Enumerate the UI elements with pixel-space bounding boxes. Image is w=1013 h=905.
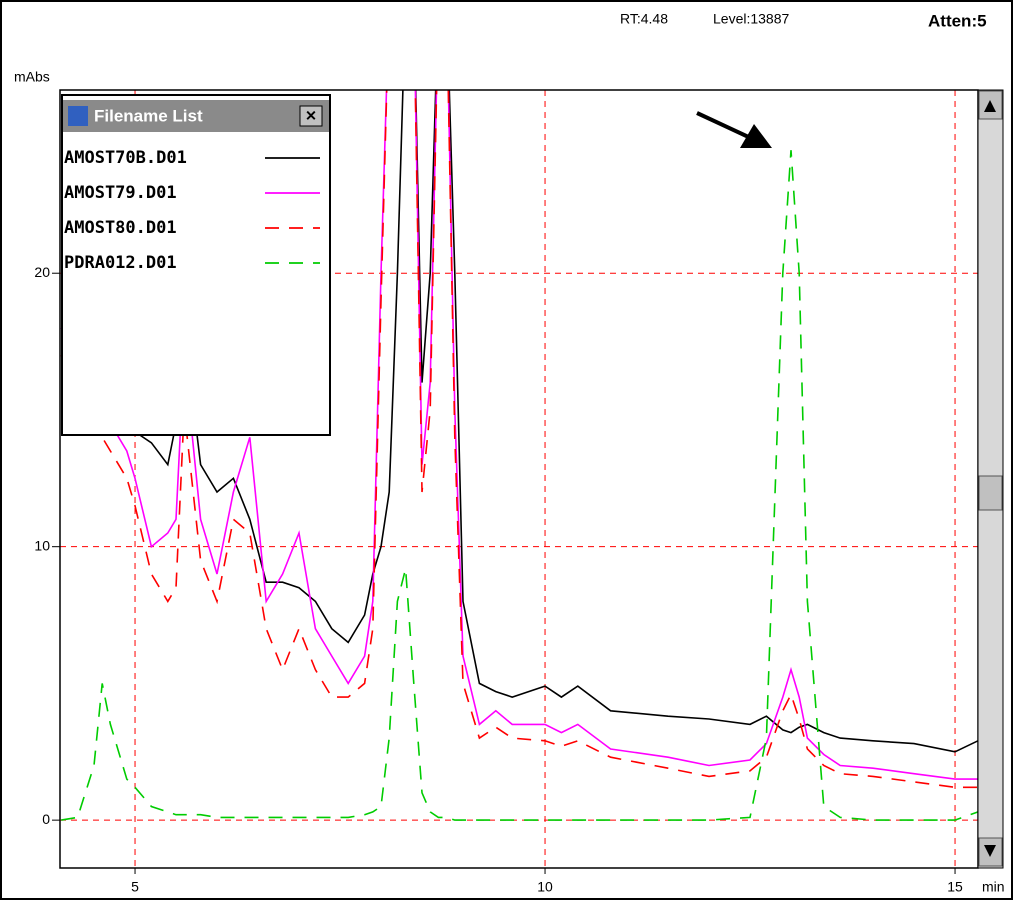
- rt-readout: RT:4.48: [620, 11, 668, 27]
- close-glyph[interactable]: ✕: [305, 108, 317, 124]
- legend-label: AMOST79.D01: [64, 183, 177, 203]
- legend-title: Filename List: [94, 106, 203, 125]
- legend-label: AMOST70B.D01: [64, 148, 187, 168]
- y-tick-label: 10: [34, 537, 50, 553]
- series-line: [61, 150, 978, 821]
- level-readout: Level:13887: [713, 11, 790, 27]
- legend-titlebar: [63, 100, 329, 132]
- legend-icon: [68, 106, 88, 126]
- arrow-annotation: [696, 111, 772, 148]
- down-arrow: [984, 845, 996, 857]
- legend-label: PDRA012.D01: [64, 253, 177, 273]
- y-tick-label: 20: [34, 264, 50, 280]
- y-axis-label: mAbs: [14, 69, 50, 85]
- x-tick-label: 10: [537, 879, 553, 895]
- close-button[interactable]: [299, 105, 323, 127]
- x-axis-label: min: [982, 879, 1005, 895]
- legend-label: AMOST80.D01: [64, 218, 177, 238]
- scroll-thumb[interactable]: [978, 475, 1003, 511]
- legend-window: Filename List ✕ AMOST70B.D01 AMOST79.D01 A…: [61, 94, 331, 436]
- y-tick-label: 0: [42, 811, 50, 827]
- x-tick-label: 15: [947, 879, 963, 895]
- series-line: [60, 90, 978, 780]
- scrollbar[interactable]: [977, 89, 1004, 869]
- up-arrow: [984, 100, 996, 112]
- atten-readout: Atten:5: [928, 11, 987, 30]
- x-tick-label: 5: [131, 879, 139, 895]
- legend-frame: [61, 94, 331, 436]
